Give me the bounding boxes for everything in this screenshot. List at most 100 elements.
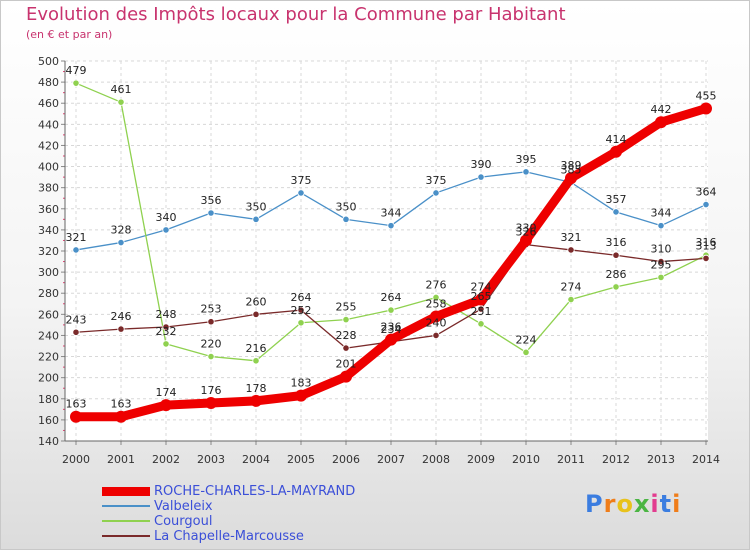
data-point-1 <box>72 246 80 254</box>
data-label-1: 357 <box>606 193 627 206</box>
data-point-1 <box>657 222 665 230</box>
data-label-2: 316 <box>696 236 717 249</box>
data-label-1: 328 <box>111 224 132 237</box>
data-point-2 <box>207 352 215 361</box>
data-label-2: 276 <box>426 278 447 291</box>
data-point-0 <box>565 172 577 185</box>
y-tick-label: 400 <box>38 161 59 174</box>
data-point-0 <box>610 145 622 158</box>
data-label-0: 389 <box>561 159 582 172</box>
data-point-3 <box>657 257 665 266</box>
data-label-1: 350 <box>246 200 267 213</box>
data-label-3: 313 <box>696 239 717 252</box>
data-point-2 <box>432 293 440 302</box>
legend-swatch <box>102 535 150 537</box>
data-label-1: 344 <box>381 207 402 220</box>
logo-letter: i <box>672 490 682 518</box>
data-point-2 <box>522 348 530 356</box>
data-point-0 <box>520 234 532 247</box>
y-tick-label: 340 <box>38 224 59 237</box>
data-label-3: 264 <box>291 291 312 304</box>
y-tick-label: 240 <box>38 329 59 342</box>
data-label-1: 390 <box>471 158 492 171</box>
x-tick-label: 2007 <box>377 453 405 466</box>
data-point-1 <box>612 208 620 216</box>
data-point-0 <box>655 116 667 129</box>
data-label-3: 253 <box>201 303 222 316</box>
data-point-1 <box>387 222 395 230</box>
x-tick-label: 2004 <box>242 453 270 466</box>
data-label-3: 234 <box>381 323 402 336</box>
x-tick-label: 2001 <box>107 453 135 466</box>
data-point-1 <box>522 168 530 176</box>
data-point-2 <box>342 316 350 324</box>
y-tick-label: 440 <box>38 118 59 131</box>
data-point-0 <box>70 410 82 423</box>
data-point-0 <box>430 310 442 323</box>
data-point-3 <box>72 328 80 336</box>
data-point-3 <box>162 323 170 331</box>
data-label-3: 326 <box>516 226 537 239</box>
data-label-0: 178 <box>246 382 267 395</box>
data-label-0: 176 <box>201 384 222 397</box>
legend-swatch <box>102 520 150 522</box>
y-tick-label: 220 <box>38 351 59 364</box>
y-tick-label: 480 <box>38 76 59 89</box>
y-tick-label: 320 <box>38 245 59 258</box>
data-point-3 <box>612 251 620 259</box>
x-tick-label: 2013 <box>647 453 675 466</box>
legend-label: ROCHE-CHARLES-LA-MAYRAND <box>154 484 356 499</box>
data-label-2: 232 <box>156 325 177 338</box>
data-label-2: 224 <box>516 333 537 346</box>
data-label-3: 228 <box>336 329 357 342</box>
data-label-3: 316 <box>606 236 627 249</box>
data-label-2: 286 <box>606 268 627 281</box>
data-label-3: 246 <box>111 310 132 323</box>
data-point-3 <box>207 318 215 326</box>
y-tick-label: 360 <box>38 203 59 216</box>
data-label-2: 479 <box>66 64 87 77</box>
data-label-2: 295 <box>651 258 672 271</box>
data-label-1: 375 <box>426 174 447 187</box>
data-point-0 <box>160 399 172 412</box>
data-label-2: 461 <box>111 83 132 96</box>
data-label-0: 163 <box>111 398 132 411</box>
y-tick-label: 140 <box>38 435 59 448</box>
logo-letter: r <box>603 490 617 518</box>
legend-label: Courgoul <box>154 514 213 529</box>
logo-letter: t <box>659 490 673 518</box>
chart-title: Evolution des Impôts locaux pour la Comm… <box>26 4 566 25</box>
data-label-1: 364 <box>696 186 717 199</box>
data-point-0 <box>205 397 217 409</box>
data-point-3 <box>342 344 350 352</box>
data-label-1: 395 <box>516 153 537 166</box>
data-point-2 <box>612 283 620 291</box>
x-tick-label: 2009 <box>467 453 495 466</box>
y-tick-label: 260 <box>38 308 59 321</box>
y-tick-label: 300 <box>38 266 59 279</box>
data-label-1: 385 <box>561 163 582 176</box>
data-label-1: 340 <box>156 211 177 224</box>
data-label-0: 163 <box>66 398 87 411</box>
data-label-0: 201 <box>336 358 357 371</box>
data-point-1 <box>207 209 215 217</box>
logo-letter: i <box>650 490 660 518</box>
data-label-3: 240 <box>426 316 447 329</box>
data-point-2 <box>72 79 80 87</box>
legend-swatch <box>102 505 150 507</box>
data-point-0 <box>700 102 712 115</box>
data-point-3 <box>252 310 260 318</box>
data-label-0: 442 <box>651 103 672 116</box>
data-label-0: 455 <box>696 90 717 103</box>
x-tick-label: 2002 <box>152 453 180 466</box>
y-tick-label: 380 <box>38 182 59 195</box>
data-point-1 <box>432 189 440 197</box>
data-point-1 <box>117 238 125 247</box>
legend-label: La Chapelle-Marcousse <box>154 529 304 544</box>
data-point-2 <box>387 306 395 314</box>
logo-letter: P <box>585 490 604 518</box>
data-point-1 <box>477 173 485 181</box>
data-label-3: 321 <box>561 231 582 244</box>
y-tick-label: 460 <box>38 97 59 110</box>
